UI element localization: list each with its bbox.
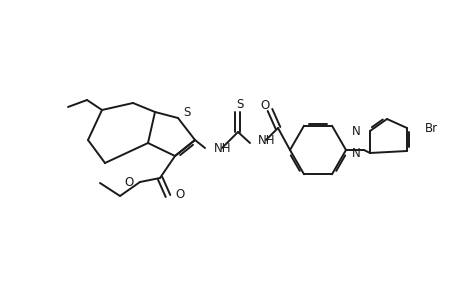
Text: O: O [174, 188, 184, 200]
Text: NH: NH [257, 134, 275, 146]
Text: O: O [260, 98, 269, 112]
Text: N: N [352, 124, 360, 137]
Text: S: S [183, 106, 190, 118]
Text: O: O [124, 176, 134, 188]
Text: S: S [236, 98, 243, 110]
Text: N: N [352, 146, 360, 160]
Text: NH: NH [213, 142, 231, 154]
Text: Br: Br [424, 122, 437, 134]
